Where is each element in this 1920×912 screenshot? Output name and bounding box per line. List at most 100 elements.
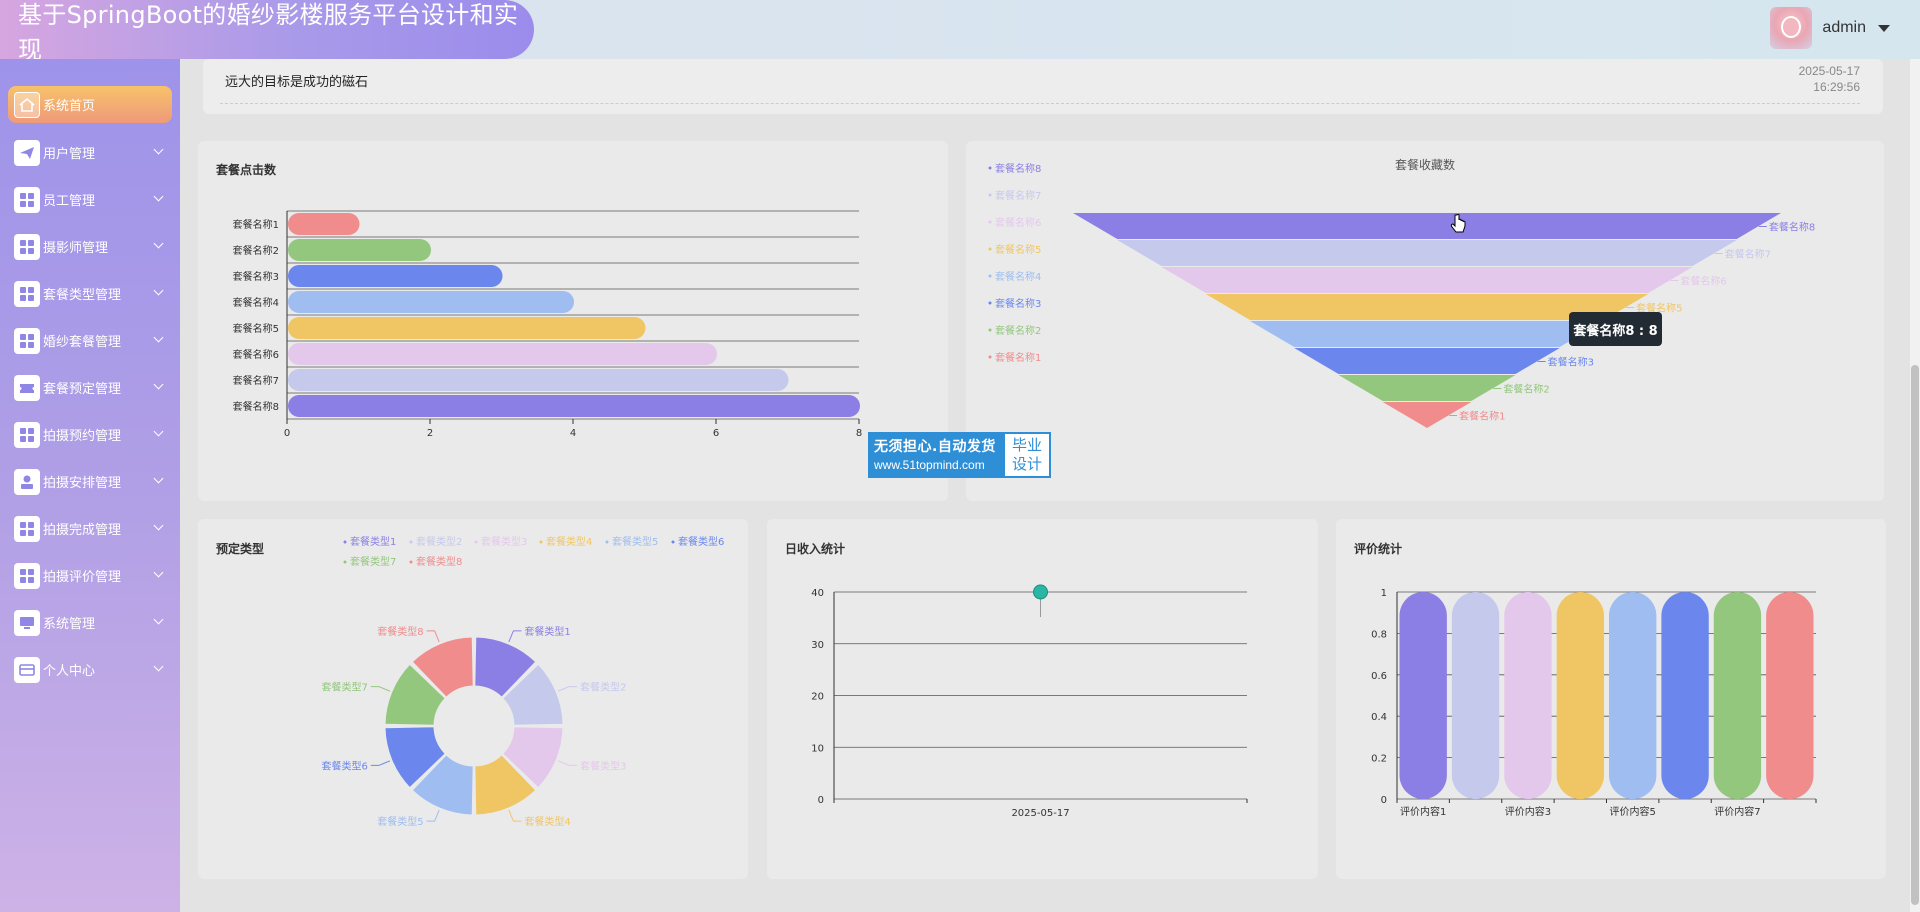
sidebar-item-label: 个人中心	[43, 664, 96, 679]
booking-type-chart: 套餐类型1 套餐类型2 套餐类型3 套餐类型4 套餐类型5 套餐类型6 套餐类型7 套餐类型8…	[321, 535, 724, 828]
sidebar-item[interactable]: 拍摄预约管理	[8, 416, 172, 453]
bar	[1661, 592, 1709, 799]
caret-down-icon[interactable]	[1878, 24, 1890, 32]
segment-label: 套餐名称6	[1680, 275, 1726, 288]
rose-slice	[411, 636, 474, 698]
sidebar-item[interactable]: 拍摄完成管理	[8, 510, 172, 547]
sidebar-item[interactable]: 婚纱套餐管理	[8, 322, 172, 359]
card-icon	[14, 656, 40, 683]
slice-label: 套餐类型6	[321, 759, 367, 772]
sidebar-item-label: 套餐类型管理	[43, 288, 122, 303]
label-line	[426, 809, 440, 822]
funnel-segment	[1117, 240, 1737, 266]
watermark-badge[interactable]: 无须担心.自动发货 www.51topmind.com 毕业 设计	[868, 432, 1051, 478]
data-point	[1033, 584, 1048, 600]
sidebar-item[interactable]: 摄影师管理	[8, 228, 172, 265]
click-count-chart: 套餐名称1 套餐名称2 套餐名称3 套餐名称4 套餐名称5 套餐名称6 套餐名称7 套餐名称8…	[233, 210, 862, 439]
rose-slice	[411, 754, 474, 816]
legend-item: 套餐名称4	[995, 270, 1041, 283]
grid-icon	[14, 327, 40, 354]
category-label: 套餐名称8	[233, 400, 279, 413]
grid-icon	[14, 280, 40, 307]
label-line	[370, 760, 391, 766]
funnel-segment	[1205, 294, 1649, 320]
sidebar-item[interactable]: 系统管理	[8, 604, 172, 641]
chevron-down-icon	[153, 661, 164, 672]
user-name[interactable]: admin	[1822, 19, 1866, 36]
legend-marker	[988, 355, 992, 359]
y-tick-label: 20	[811, 692, 824, 703]
label-line	[426, 630, 440, 643]
y-tick-label: 30	[811, 640, 824, 651]
sidebar-item-label: 拍摄安排管理	[43, 476, 122, 491]
rose-slice	[502, 726, 564, 789]
notice-card	[203, 59, 1883, 114]
grid-icon	[14, 562, 40, 589]
chart-title: 套餐点击数	[216, 163, 277, 177]
bar	[1399, 592, 1447, 799]
legend-marker	[474, 540, 478, 544]
sidebar-item-label: 拍摄评价管理	[43, 570, 122, 585]
sidebar-item[interactable]: 用户管理	[8, 134, 172, 171]
x-tick-label: 2025-05-17	[1011, 808, 1069, 819]
slice-label: 套餐类型4	[524, 815, 570, 828]
sidebar-item[interactable]: 员工管理	[8, 181, 172, 218]
x-tick-label: 2	[427, 428, 433, 439]
booking-type-card: 预定类型 套餐类型1 套餐类型2 套餐类型3 套餐类型4 套餐类型5 套餐类型6 套餐类型7…	[198, 519, 748, 879]
category-label: 套餐名称7	[233, 374, 279, 387]
x-tick-label: 6	[713, 428, 719, 439]
bar	[288, 317, 646, 339]
category-label: 套餐名称6	[233, 348, 279, 361]
segment-label: 套餐名称3	[1548, 356, 1594, 369]
scrollbar-thumb[interactable]	[1911, 365, 1919, 905]
sidebar-item-label: 婚纱套餐管理	[43, 335, 122, 350]
chevron-down-icon	[153, 567, 164, 578]
chart-title: 套餐收藏数	[1395, 157, 1455, 172]
sidebar-item[interactable]: 拍摄安排管理	[8, 463, 172, 500]
sidebar-item-label: 员工管理	[43, 194, 96, 209]
sidebar-item[interactable]: 套餐预定管理	[8, 369, 172, 406]
ticket-icon	[14, 374, 40, 401]
rose-slice	[474, 754, 537, 816]
slice-label: 套餐类型5	[377, 815, 423, 828]
legend-marker	[988, 274, 992, 278]
chevron-down-icon	[153, 191, 164, 202]
avatar[interactable]	[1770, 7, 1813, 49]
sidebar-item[interactable]: 个人中心	[8, 651, 172, 688]
sidebar: 系统首页用户管理员工管理摄影师管理套餐类型管理 婚纱套餐管理套餐预定管理 拍摄预约管…	[0, 59, 180, 912]
sidebar-item[interactable]: 套餐类型管理	[8, 275, 172, 312]
y-tick-label: 0.4	[1371, 712, 1387, 723]
slice-label: 套餐类型2	[580, 681, 626, 694]
chart-tooltip: 套餐名称8 : 8	[1569, 312, 1662, 346]
daily-income-card: 日收入统计 0 10 20 30 40 2025-05-17	[767, 519, 1318, 879]
sidebar-item[interactable]: 拍摄评价管理	[8, 557, 172, 594]
legend-item: 套餐类型7	[350, 555, 396, 568]
bar	[288, 265, 503, 287]
user-menu[interactable]: admin	[1770, 6, 1890, 50]
y-tick-label: 0.8	[1371, 629, 1387, 640]
label-line	[508, 809, 522, 822]
category-label: 套餐名称2	[233, 244, 279, 257]
bar	[1609, 592, 1657, 799]
rose-slice	[474, 636, 537, 698]
x-tick-label: 8	[856, 428, 862, 439]
legend-marker	[988, 166, 992, 170]
y-tick-label: 1	[1381, 588, 1387, 599]
legend-marker	[671, 540, 675, 544]
favorite-count-card: 套餐收藏数 套餐名称8 套餐名称8 套餐名称7 套餐名称7 套餐名称6 套餐名称6 套餐名称5…	[966, 141, 1884, 501]
bar	[288, 213, 360, 235]
chart-title: 预定类型	[216, 542, 265, 556]
sidebar-item-label: 用户管理	[43, 147, 96, 162]
sidebar-item[interactable]: 系统首页	[8, 86, 172, 123]
grid-icon	[14, 233, 40, 260]
label-line	[557, 760, 578, 766]
chevron-down-icon	[153, 520, 164, 531]
watermark-line2: www.51topmind.com	[874, 458, 985, 472]
rose-slice	[384, 726, 446, 789]
y-tick-label: 40	[811, 588, 824, 599]
y-tick-label: 0	[818, 795, 824, 806]
funnel-segment	[1294, 348, 1560, 374]
legend-marker	[988, 220, 992, 224]
notice-text[interactable]: 远大的目标是成功的磁石	[225, 75, 369, 90]
x-tick-label: 4	[570, 428, 576, 439]
